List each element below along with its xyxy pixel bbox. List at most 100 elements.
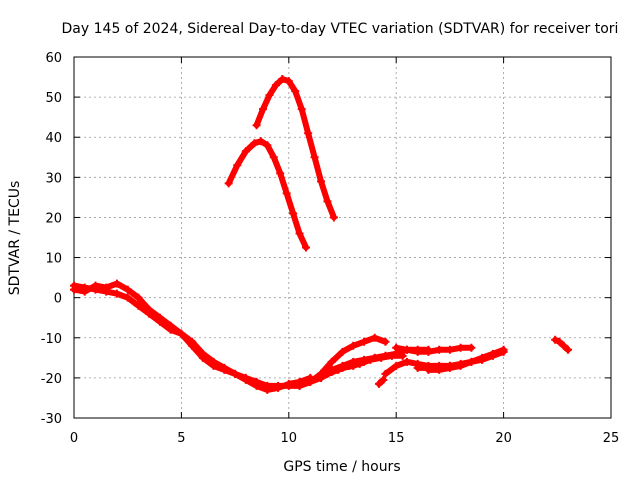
data-point xyxy=(488,351,497,360)
data-point xyxy=(338,347,347,356)
data-point xyxy=(252,121,261,130)
data-point xyxy=(134,293,143,302)
data-point xyxy=(252,381,261,390)
data-point xyxy=(377,353,386,362)
y-tick-label: 10 xyxy=(45,252,62,267)
data-point xyxy=(276,169,285,178)
data-point xyxy=(155,313,164,322)
data-point xyxy=(413,347,422,356)
data-point xyxy=(295,229,304,238)
data-point xyxy=(102,283,111,292)
data-point xyxy=(289,209,298,218)
data-point xyxy=(329,213,338,222)
y-tick-label: 0 xyxy=(54,292,62,307)
data-point xyxy=(323,369,332,378)
data-point xyxy=(295,381,304,390)
data-point xyxy=(381,369,390,378)
series-layer xyxy=(70,75,573,394)
x-tick-label: 10 xyxy=(281,431,298,446)
y-tick-label: 40 xyxy=(45,131,62,146)
chart-title: Day 145 of 2024, Sidereal Day-to-day VTE… xyxy=(62,21,619,37)
data-point xyxy=(424,365,433,374)
data-point xyxy=(233,161,242,170)
y-tick-label: -30 xyxy=(41,412,62,427)
data-point xyxy=(370,333,379,342)
data-point xyxy=(424,347,433,356)
data-point xyxy=(112,289,121,298)
data-point xyxy=(265,91,274,100)
data-point xyxy=(145,305,154,314)
data-point xyxy=(327,357,336,366)
data-point xyxy=(456,343,465,352)
data-point xyxy=(263,141,272,150)
data-point xyxy=(555,337,564,346)
y-tick-label: 50 xyxy=(45,91,62,106)
x-tick-label: 25 xyxy=(603,431,620,446)
data-point xyxy=(379,375,388,384)
data-point xyxy=(241,375,250,384)
data-point xyxy=(269,153,278,162)
series-arc-3 xyxy=(225,138,309,251)
data-point xyxy=(387,351,396,360)
data-point xyxy=(310,153,319,162)
data-point xyxy=(551,335,560,344)
data-point xyxy=(445,345,454,354)
data-point xyxy=(435,345,444,354)
y-tick-labels: -30 -20 -10 0 10 20 30 40 50 60 xyxy=(41,51,62,427)
data-point xyxy=(317,373,326,382)
data-point xyxy=(112,279,121,288)
data-point xyxy=(188,337,197,346)
data-point xyxy=(478,355,487,364)
data-point xyxy=(301,243,310,252)
data-point xyxy=(402,357,411,366)
data-point xyxy=(559,341,568,350)
data-point xyxy=(134,301,143,310)
data-point xyxy=(413,363,422,372)
data-point xyxy=(91,281,100,290)
data-point xyxy=(435,365,444,374)
data-point xyxy=(231,369,240,378)
data-point xyxy=(220,363,229,372)
data-point xyxy=(334,365,343,374)
plot-frame xyxy=(73,56,612,419)
y-tick-label: -20 xyxy=(41,372,62,387)
data-point xyxy=(564,345,573,354)
y-tick-label: 30 xyxy=(45,171,62,186)
x-tick-label: 15 xyxy=(388,431,405,446)
data-point xyxy=(177,329,186,338)
x-tick-labels: 0 5 10 15 20 25 xyxy=(70,431,619,446)
data-point xyxy=(323,197,332,206)
data-point xyxy=(209,357,218,366)
data-point xyxy=(291,87,300,96)
series-arc-1 xyxy=(71,282,324,389)
data-point xyxy=(467,357,476,366)
data-point xyxy=(297,105,306,114)
data-point xyxy=(445,363,454,372)
series-arc-2 xyxy=(71,280,314,393)
data-point xyxy=(344,361,353,370)
data-point xyxy=(392,361,401,370)
data-point xyxy=(375,379,384,388)
x-tick-label: 20 xyxy=(495,431,512,446)
data-point xyxy=(259,105,268,114)
data-point xyxy=(274,383,283,392)
y-tick-label: 60 xyxy=(45,51,62,66)
data-point xyxy=(80,287,89,296)
y-axis-title: SDTVAR / TECUs xyxy=(7,181,23,296)
data-point xyxy=(467,343,476,352)
data-point xyxy=(278,75,287,84)
data-point xyxy=(317,177,326,186)
data-point xyxy=(284,77,293,86)
data-point xyxy=(241,147,250,156)
data-point xyxy=(456,361,465,370)
data-point xyxy=(381,337,390,346)
data-point xyxy=(123,285,132,294)
data-point xyxy=(402,345,411,354)
data-point xyxy=(282,189,291,198)
data-point xyxy=(70,285,78,294)
data-point xyxy=(301,377,310,386)
data-point xyxy=(224,179,233,188)
y-tick-label: 20 xyxy=(45,211,62,226)
data-point xyxy=(366,355,375,364)
